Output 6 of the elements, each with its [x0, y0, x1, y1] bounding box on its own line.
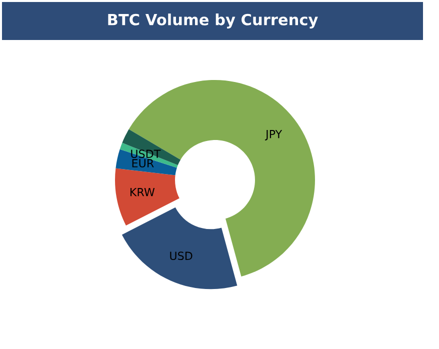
chart-title: BTC Volume by Currency: [108, 14, 318, 28]
slice-label: EUR: [132, 159, 154, 168]
slice-label: KRW: [130, 188, 155, 196]
slice-label: USDT: [131, 150, 161, 158]
slice-label: USD: [170, 252, 192, 260]
slice-label: JPY: [264, 130, 282, 140]
